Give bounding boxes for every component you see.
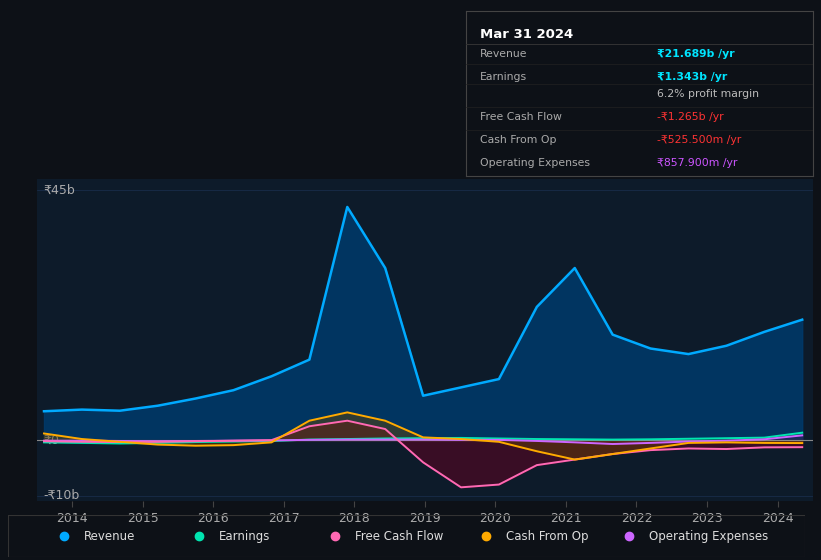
Text: ₹21.689b /yr: ₹21.689b /yr xyxy=(657,49,735,59)
Text: Operating Expenses: Operating Expenses xyxy=(649,530,768,543)
Text: -₹525.500m /yr: -₹525.500m /yr xyxy=(657,135,741,145)
Text: Free Cash Flow: Free Cash Flow xyxy=(355,530,443,543)
Text: Revenue: Revenue xyxy=(480,49,528,59)
Text: Mar 31 2024: Mar 31 2024 xyxy=(480,28,573,41)
Text: Revenue: Revenue xyxy=(84,530,135,543)
Text: ₹857.900m /yr: ₹857.900m /yr xyxy=(657,158,737,168)
Text: Operating Expenses: Operating Expenses xyxy=(480,158,590,168)
Text: Cash From Op: Cash From Op xyxy=(506,530,589,543)
Text: -₹10b: -₹10b xyxy=(44,489,80,502)
Text: ₹1.343b /yr: ₹1.343b /yr xyxy=(657,72,727,82)
Text: 6.2% profit margin: 6.2% profit margin xyxy=(657,89,759,99)
Text: Cash From Op: Cash From Op xyxy=(480,135,557,145)
Text: Earnings: Earnings xyxy=(480,72,527,82)
Text: -₹1.265b /yr: -₹1.265b /yr xyxy=(657,112,723,122)
Text: ₹0: ₹0 xyxy=(44,433,59,447)
Text: Earnings: Earnings xyxy=(219,530,271,543)
Text: Free Cash Flow: Free Cash Flow xyxy=(480,112,562,122)
Text: ₹45b: ₹45b xyxy=(44,184,75,197)
